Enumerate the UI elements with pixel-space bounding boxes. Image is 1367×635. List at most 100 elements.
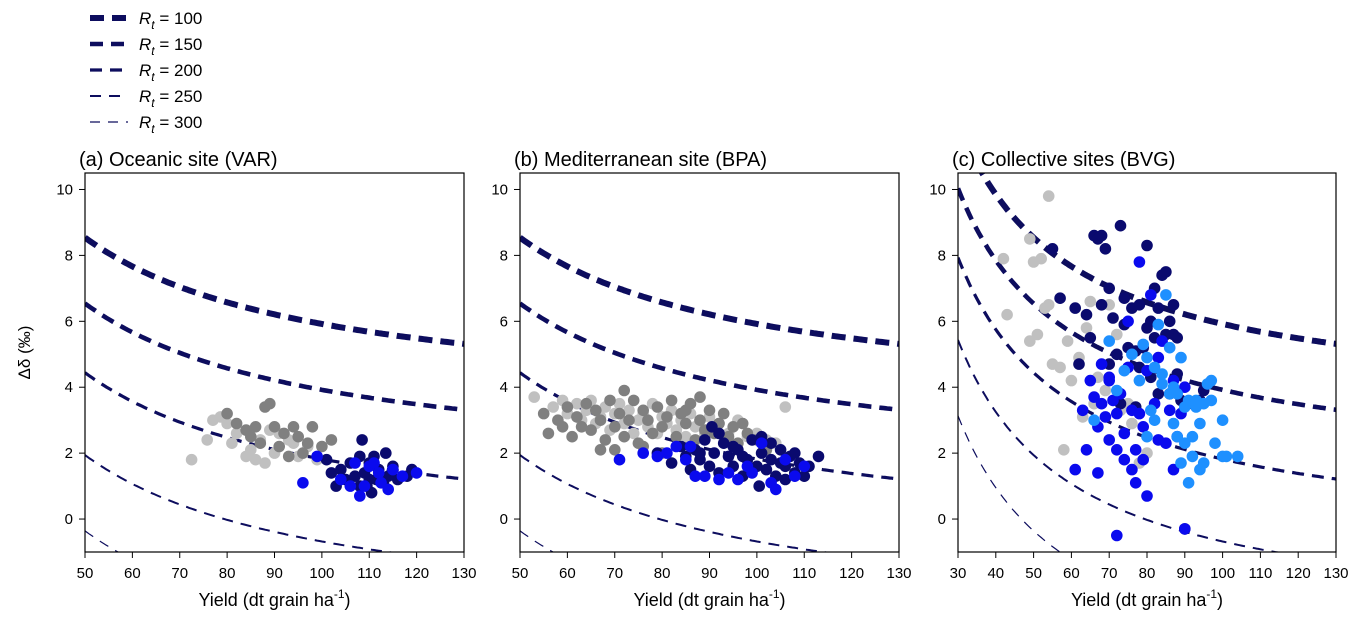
legend: Rt = 100 Rt = 150 Rt = 200 Rt = 250 Rt = 300 — [90, 9, 202, 136]
data-point — [1099, 243, 1112, 255]
data-point — [1111, 444, 1123, 456]
data-point — [245, 430, 257, 443]
data-point — [1137, 453, 1149, 466]
x-axis-label: Yield (dt grain ha-1) — [633, 587, 785, 610]
data-point — [571, 397, 583, 410]
panel-title: (a) Oceanic site (VAR) — [79, 149, 278, 171]
legend-item: Rt = 300 — [90, 113, 202, 136]
data-points — [997, 190, 1244, 542]
y-tick-label: 2 — [65, 445, 73, 462]
data-point — [1160, 266, 1172, 278]
data-point — [325, 467, 338, 479]
data-point — [1001, 308, 1013, 321]
data-point — [1122, 315, 1134, 328]
y-tick-label: 10 — [929, 181, 946, 198]
data-point — [774, 444, 787, 456]
curve-rt-100 — [85, 235, 464, 347]
x-tick-label: 110 — [357, 565, 381, 582]
data-point — [1148, 414, 1161, 427]
data-point — [368, 457, 380, 469]
data-point — [722, 450, 735, 463]
curve-rt-300 — [520, 530, 555, 552]
curve-rt-200 — [520, 371, 899, 481]
data-point — [1231, 450, 1244, 463]
data-point — [1099, 384, 1112, 397]
legend-item: Rt = 100 — [90, 9, 202, 32]
data-point — [1080, 308, 1093, 321]
data-point — [349, 470, 361, 483]
plot-frame — [84, 172, 465, 553]
data-point — [1163, 404, 1176, 417]
data-point — [1095, 299, 1108, 311]
data-point — [1167, 417, 1180, 430]
data-point — [1209, 437, 1221, 450]
data-point — [1186, 450, 1199, 463]
data-point — [372, 467, 385, 479]
data-point — [1171, 388, 1183, 400]
panel-title: (b) Mediterranean site (BPA) — [514, 149, 767, 171]
x-tick-label: 60 — [1063, 565, 1080, 582]
data-point — [680, 453, 692, 466]
data-point — [727, 421, 739, 433]
data-point — [221, 407, 233, 420]
data-point — [1126, 348, 1138, 361]
data-point — [665, 457, 678, 469]
rt-curves — [520, 235, 899, 552]
data-point — [1065, 374, 1078, 387]
data-point — [306, 421, 319, 433]
data-point — [1088, 391, 1100, 403]
data-point — [708, 447, 720, 459]
data-point — [1141, 490, 1153, 502]
data-point — [1197, 457, 1210, 469]
data-point — [1076, 404, 1089, 417]
data-point — [1111, 348, 1123, 361]
y-tick-label: 2 — [500, 445, 508, 462]
data-point — [717, 407, 730, 420]
data-point — [561, 401, 574, 413]
data-point — [221, 417, 233, 430]
data-point — [1179, 523, 1191, 535]
data-point — [1171, 430, 1183, 443]
x-tick-label: 120 — [404, 565, 429, 582]
curve-rt-150 — [85, 301, 464, 413]
data-point — [201, 434, 213, 446]
data-point — [594, 444, 607, 456]
data-point — [609, 421, 621, 433]
data-point — [1133, 374, 1146, 387]
data-point — [779, 473, 792, 486]
data-point — [1145, 289, 1157, 301]
data-point — [1058, 444, 1070, 456]
data-point — [1069, 463, 1081, 476]
x-tick-label: 50 — [512, 565, 529, 582]
data-point — [325, 434, 338, 446]
data-point — [1216, 414, 1229, 427]
data-point — [1126, 463, 1138, 476]
data-point — [542, 427, 555, 440]
data-point — [713, 427, 725, 440]
y-tick-label: 0 — [65, 511, 73, 528]
data-point — [1156, 378, 1168, 390]
data-point — [670, 440, 683, 453]
data-point — [1141, 239, 1153, 252]
data-point — [268, 421, 281, 433]
data-point — [1084, 374, 1097, 387]
data-point — [755, 447, 768, 459]
x-tick-label: 90 — [701, 565, 718, 582]
panel-title: (c) Collective sites (BVG) — [952, 149, 1175, 171]
data-point — [1054, 292, 1066, 305]
data-point — [627, 394, 640, 407]
y-tick-label: 2 — [938, 445, 946, 462]
data-point — [537, 407, 550, 420]
data-point — [292, 430, 305, 443]
data-point — [1197, 397, 1210, 410]
data-point — [736, 417, 749, 430]
data-point — [789, 447, 801, 459]
data-point — [249, 421, 262, 433]
data-point — [1111, 407, 1123, 420]
data-point — [273, 440, 286, 453]
data-point — [1080, 322, 1093, 334]
data-point — [571, 411, 583, 423]
data-point — [680, 404, 692, 417]
data-point — [689, 470, 702, 483]
y-tick-label: 8 — [938, 247, 946, 264]
